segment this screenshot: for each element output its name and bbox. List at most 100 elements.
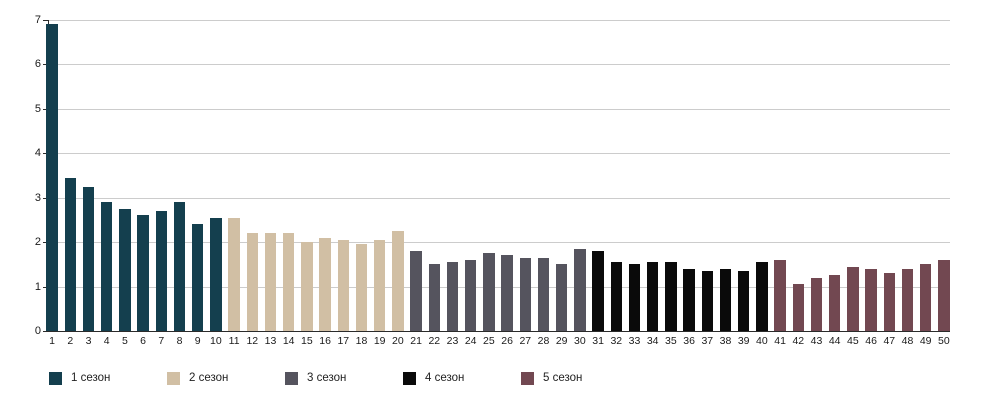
legend-item: 3 сезон: [285, 371, 403, 385]
bar: [301, 242, 313, 331]
bar: [392, 231, 404, 331]
bar: [901, 268, 914, 331]
bar: [82, 186, 95, 331]
bar: [210, 217, 222, 331]
x-axis-tick-label: 1: [49, 335, 56, 347]
gridline-y7: [45, 20, 950, 21]
legend-swatch: [49, 371, 62, 385]
bar: [446, 262, 459, 331]
x-axis-tick-label: 30: [574, 335, 586, 347]
x-axis-tick-label: 38: [719, 335, 732, 347]
gridline-y2: [45, 242, 950, 244]
x-axis-tick-label: 25: [483, 335, 495, 347]
x-axis-tick-label: 32: [610, 335, 623, 347]
bar: [810, 277, 823, 331]
bar: [537, 257, 550, 331]
x-axis-tick-label: 27: [519, 335, 532, 347]
y-axis-tick-label: 0: [34, 325, 41, 337]
bar: [319, 237, 331, 331]
x-axis-tick-label: 37: [701, 335, 714, 347]
y-tick: [43, 153, 48, 155]
bar: [665, 262, 677, 331]
y-axis-tick-label: 2: [34, 236, 41, 249]
x-axis-tick-label: 39: [737, 335, 750, 347]
y-axis-tick-label: 1: [34, 280, 41, 293]
gridline-y5: [45, 108, 950, 110]
x-axis-tick-label: 7: [158, 335, 165, 347]
x-axis-tick-label: 21: [410, 335, 422, 347]
bar: [46, 24, 58, 331]
bar: [282, 233, 295, 331]
bar: [355, 244, 368, 331]
legend-item: 4 сезон: [403, 371, 521, 385]
gridline-y6: [45, 64, 950, 66]
x-axis-tick-label: 10: [210, 335, 222, 347]
x-axis-tick-label: 42: [792, 335, 805, 347]
bar: [683, 268, 695, 331]
bar: [774, 259, 786, 331]
bar: [428, 264, 441, 331]
bar: [173, 202, 186, 331]
bar: [646, 262, 659, 331]
y-axis-tick-label: 5: [34, 102, 41, 115]
y-tick: [43, 286, 48, 288]
y-tick: [43, 20, 48, 21]
bar: [100, 202, 113, 331]
y-axis-tick-label: 4: [34, 147, 41, 160]
bar: [701, 271, 714, 331]
x-axis-tick-label: 35: [665, 335, 677, 347]
bar: [865, 268, 877, 331]
legend-item: 2 сезон: [167, 371, 285, 385]
legend: 1 сезон 2 сезон 3 сезон 4 сезон 5 сезон: [49, 370, 639, 386]
x-axis-tick-label: 36: [683, 335, 695, 347]
gridline-y1: [45, 286, 950, 288]
x-axis-tick-label: 17: [337, 335, 350, 347]
bar: [574, 248, 586, 331]
x-axis-tick-label: 46: [865, 335, 877, 347]
gridline-y4: [45, 153, 950, 155]
y-axis-tick-label: 3: [34, 191, 41, 204]
bar: [883, 273, 896, 331]
x-axis-tick-label: 15: [301, 335, 313, 347]
bar: [919, 264, 932, 331]
x-axis-tick-label: 16: [319, 335, 331, 347]
x-axis-tick-label: 40: [756, 335, 768, 347]
x-axis-tick-label: 29: [555, 335, 568, 347]
legend-label: 2 сезон: [189, 372, 229, 384]
bar: [555, 264, 568, 331]
bar: [119, 208, 131, 331]
bar: [592, 251, 604, 331]
y-axis-tick-label: 6: [34, 58, 41, 71]
x-axis-tick-label: 12: [246, 335, 259, 347]
x-axis-tick-label: 49: [919, 335, 932, 347]
y-tick: [43, 108, 48, 110]
x-axis-tick-label: 44: [828, 335, 841, 347]
x-axis-tick-label: 19: [373, 335, 386, 347]
x-axis-tick-label: 20: [392, 335, 404, 347]
x-axis-tick-label: 50: [938, 335, 950, 347]
legend-swatch: [521, 371, 534, 385]
x-axis-tick-label: 24: [464, 335, 477, 347]
bar: [410, 251, 422, 331]
bar: [483, 253, 495, 331]
x-axis-tick-label: 43: [810, 335, 823, 347]
gridline-y3: [45, 197, 950, 199]
x-axis-tick-label: 3: [85, 335, 92, 347]
legend-swatch: [403, 371, 416, 385]
x-axis-tick-label: 5: [121, 335, 128, 347]
bar: [501, 255, 513, 331]
legend-item: 5 сезон: [521, 371, 639, 385]
bar: [756, 262, 768, 331]
legend-label: 3 сезон: [307, 372, 347, 384]
x-axis-line: [45, 331, 950, 332]
legend-label: 5 сезон: [543, 372, 583, 384]
legend-label: 1 сезон: [71, 372, 111, 384]
bar: [464, 259, 477, 331]
x-axis-tick-label: 14: [282, 335, 295, 347]
bar: [155, 211, 168, 331]
bar: [64, 177, 77, 331]
bar: [337, 239, 350, 331]
bar: [938, 259, 950, 331]
x-axis-tick-label: 11: [228, 335, 240, 347]
x-axis-tick-label: 47: [883, 335, 896, 347]
